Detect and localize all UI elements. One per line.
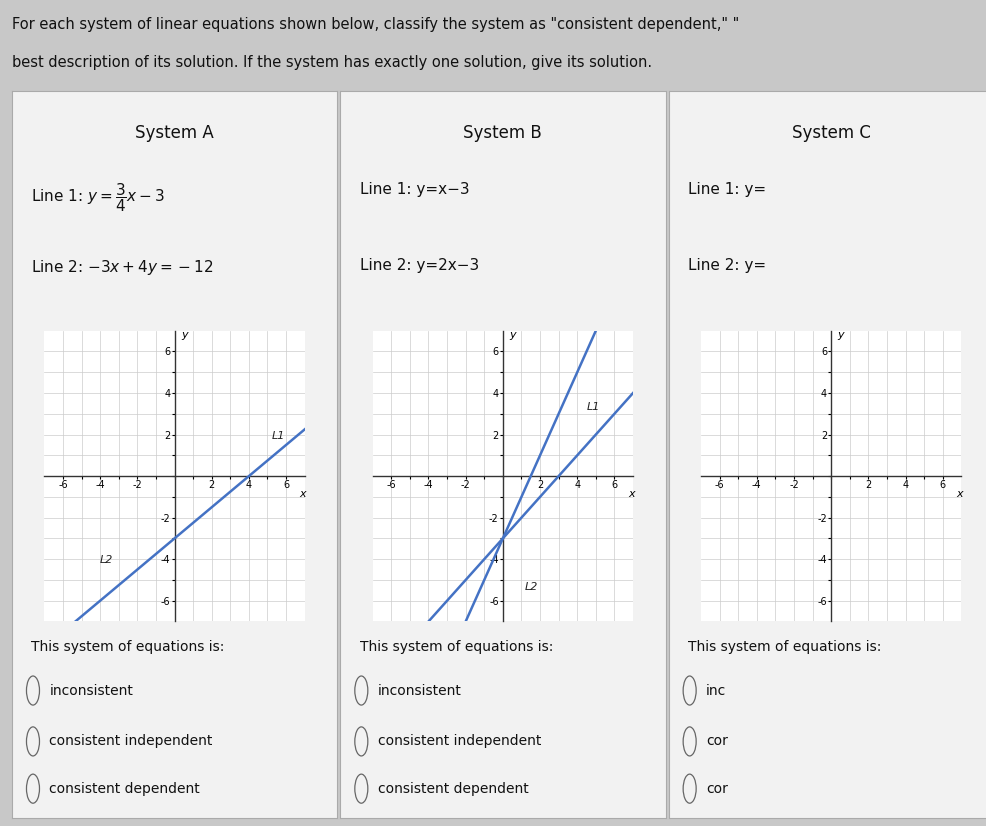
Text: inconsistent: inconsistent [49, 684, 133, 697]
Text: y: y [838, 330, 844, 339]
Text: Line 2: y=2x−3: Line 2: y=2x−3 [360, 258, 479, 273]
Text: consistent dependent: consistent dependent [378, 781, 528, 795]
Text: L1: L1 [271, 430, 285, 441]
Text: This system of equations is:: This system of equations is: [688, 639, 881, 653]
Text: Line 1: y=x−3: Line 1: y=x−3 [360, 182, 469, 197]
Text: System B: System B [463, 124, 542, 141]
Text: Line 1: y=: Line 1: y= [688, 182, 766, 197]
Text: inconsistent: inconsistent [378, 684, 461, 697]
Text: cor: cor [706, 781, 728, 795]
Text: consistent dependent: consistent dependent [49, 781, 200, 795]
Text: consistent independent: consistent independent [49, 734, 213, 748]
Text: y: y [510, 330, 516, 339]
Text: For each system of linear equations shown below, classify the system as "consist: For each system of linear equations show… [12, 17, 740, 31]
Text: Line 2: $-3x+4y=-12$: Line 2: $-3x+4y=-12$ [32, 258, 214, 277]
Text: consistent independent: consistent independent [378, 734, 541, 748]
Text: cor: cor [706, 734, 728, 748]
Text: L1: L1 [587, 401, 599, 411]
Text: y: y [181, 330, 187, 339]
Text: Line 1: $y=\dfrac{3}{4}x-3$: Line 1: $y=\dfrac{3}{4}x-3$ [32, 182, 166, 215]
Text: L2: L2 [526, 582, 538, 592]
Text: This system of equations is:: This system of equations is: [32, 639, 225, 653]
Text: inc: inc [706, 684, 726, 697]
Text: x: x [956, 488, 962, 499]
Text: best description of its solution. If the system has exactly one solution, give i: best description of its solution. If the… [12, 55, 652, 70]
Text: Line 2: y=: Line 2: y= [688, 258, 766, 273]
Text: System A: System A [135, 124, 214, 141]
Text: L2: L2 [101, 555, 113, 565]
Text: System C: System C [792, 124, 871, 141]
Text: x: x [300, 488, 306, 499]
Text: This system of equations is:: This system of equations is: [360, 639, 553, 653]
Text: x: x [628, 488, 634, 499]
